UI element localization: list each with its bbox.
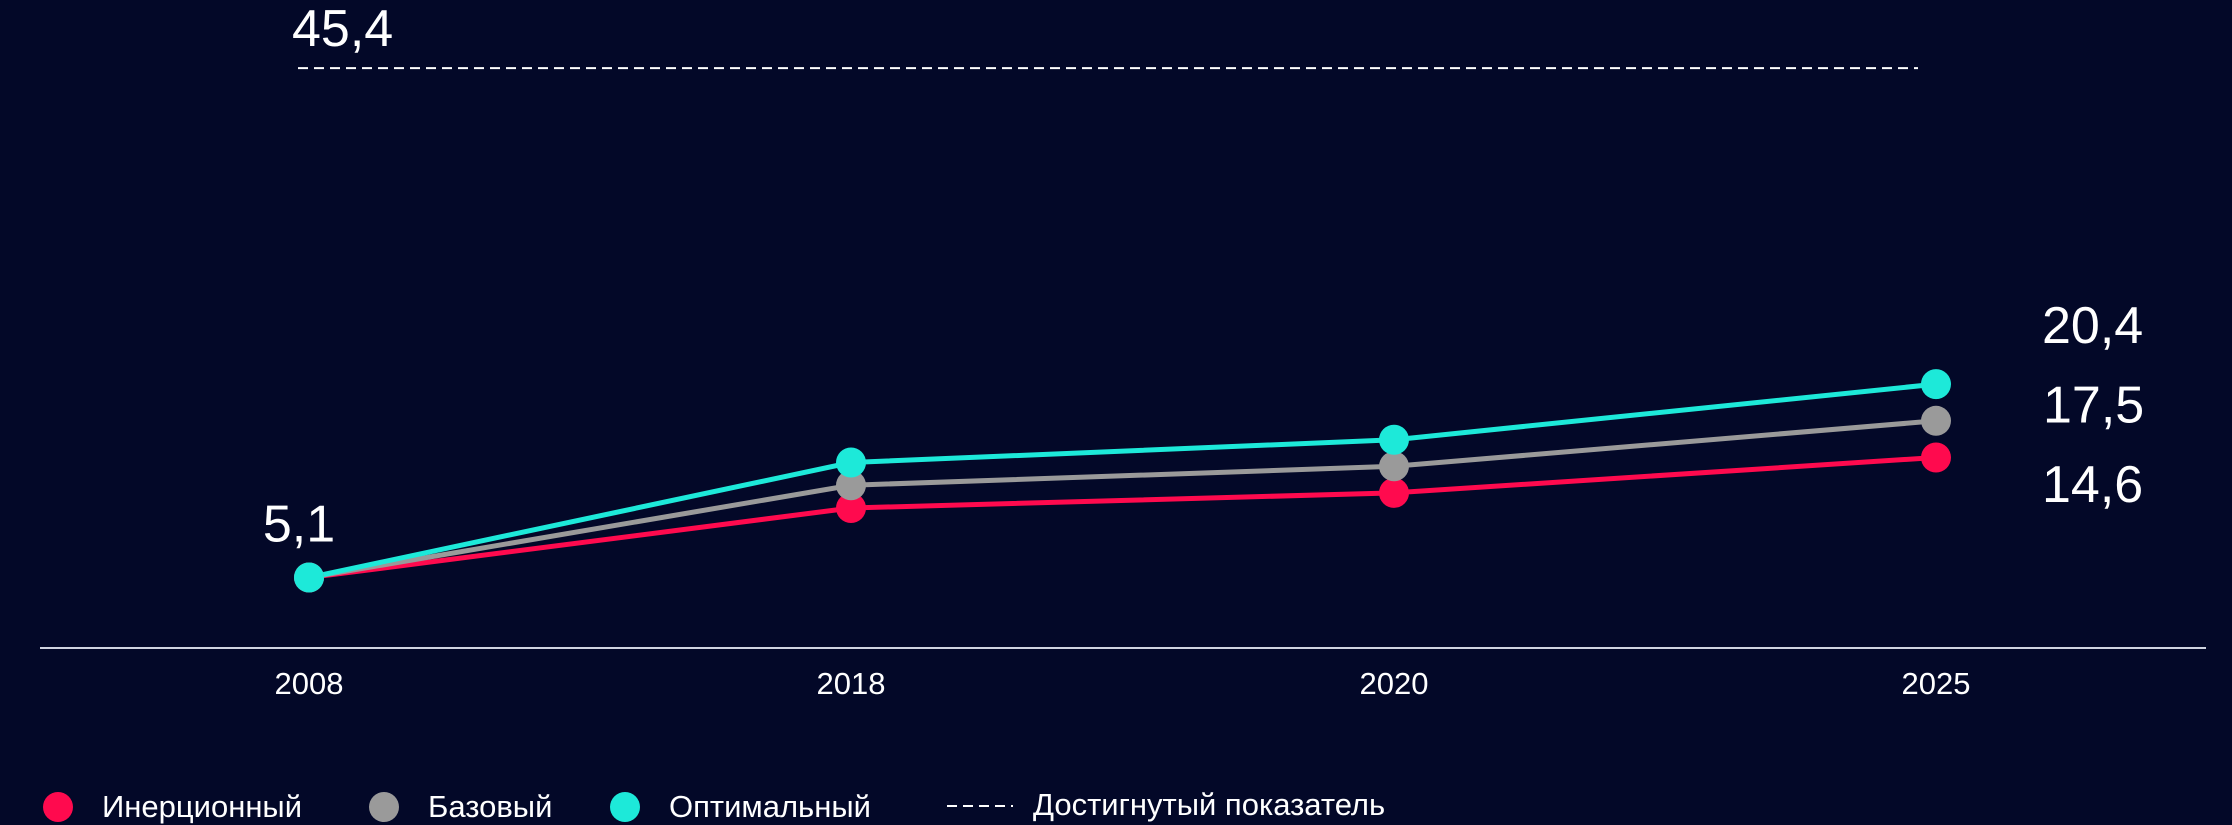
legend-label: Оптимальный bbox=[669, 789, 871, 824]
point bbox=[1921, 369, 1951, 400]
legend-label: Достигнутый показатель bbox=[1033, 787, 1385, 822]
legend-marker bbox=[610, 792, 640, 822]
point bbox=[294, 562, 324, 593]
point bbox=[1379, 424, 1409, 455]
point bbox=[836, 493, 866, 524]
point bbox=[1379, 451, 1409, 482]
x-tick-label: 2025 bbox=[1902, 666, 1971, 701]
legend-label: Инерционный bbox=[102, 789, 302, 824]
series-line bbox=[308, 418, 1937, 581]
series-line bbox=[308, 454, 1937, 581]
reference-label: 45,4 bbox=[292, 0, 393, 58]
point bbox=[836, 470, 866, 501]
value-label: 14,6 bbox=[2042, 456, 2143, 514]
legend-marker bbox=[43, 792, 73, 822]
legend-marker bbox=[369, 792, 399, 822]
point bbox=[836, 447, 866, 478]
value-label: 5,1 bbox=[263, 495, 335, 553]
series-line bbox=[308, 381, 1937, 580]
point bbox=[1379, 477, 1409, 508]
value-label: 17,5 bbox=[2043, 377, 2144, 435]
x-tick-label: 2018 bbox=[817, 666, 886, 701]
point bbox=[1921, 442, 1951, 473]
x-tick-label: 2020 bbox=[1360, 666, 1429, 701]
x-tick-label: 2008 bbox=[275, 666, 344, 701]
legend-label: Базовый bbox=[428, 789, 552, 824]
point bbox=[1921, 405, 1951, 436]
value-label: 20,4 bbox=[2042, 297, 2143, 355]
